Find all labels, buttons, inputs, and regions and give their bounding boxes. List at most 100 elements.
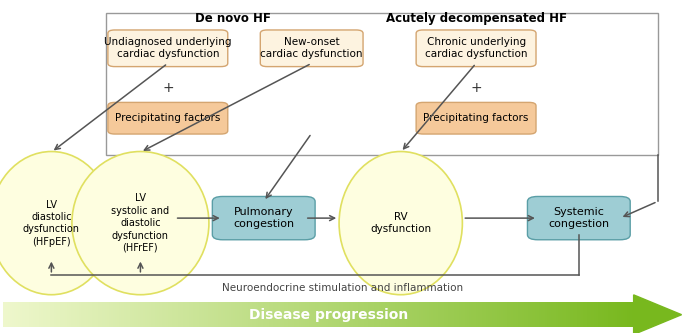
- Bar: [448, 302, 451, 327]
- Bar: [399, 302, 403, 327]
- Bar: [438, 302, 440, 327]
- Bar: [240, 302, 242, 327]
- Bar: [166, 302, 169, 327]
- Bar: [585, 302, 588, 327]
- Bar: [514, 302, 516, 327]
- Bar: [299, 302, 301, 327]
- Bar: [5, 302, 8, 327]
- Bar: [473, 302, 476, 327]
- Bar: [602, 302, 605, 327]
- Bar: [46, 302, 49, 327]
- Bar: [518, 302, 521, 327]
- Bar: [349, 302, 352, 327]
- Bar: [185, 302, 188, 327]
- Bar: [423, 302, 425, 327]
- Bar: [625, 302, 628, 327]
- Bar: [43, 302, 47, 327]
- Bar: [340, 302, 343, 327]
- Bar: [326, 302, 329, 327]
- Bar: [88, 302, 90, 327]
- Bar: [130, 302, 133, 327]
- Bar: [522, 302, 525, 327]
- Bar: [471, 302, 474, 327]
- Bar: [317, 302, 321, 327]
- Bar: [330, 302, 333, 327]
- Bar: [231, 302, 234, 327]
- Bar: [250, 302, 253, 327]
- Bar: [336, 302, 339, 327]
- Text: Undiagnosed underlying
cardiac dysfunction: Undiagnosed underlying cardiac dysfuncti…: [104, 38, 232, 59]
- Bar: [632, 302, 634, 327]
- Bar: [475, 302, 478, 327]
- Bar: [436, 302, 438, 327]
- Bar: [54, 302, 57, 327]
- FancyBboxPatch shape: [108, 103, 227, 134]
- Bar: [594, 302, 597, 327]
- Bar: [16, 302, 19, 327]
- Bar: [434, 302, 436, 327]
- Bar: [279, 302, 282, 327]
- Bar: [591, 302, 595, 327]
- Bar: [98, 302, 101, 327]
- Bar: [269, 302, 272, 327]
- Bar: [425, 302, 427, 327]
- Text: New-onset
cardiac dysfunction: New-onset cardiac dysfunction: [260, 38, 363, 59]
- Bar: [465, 302, 468, 327]
- Bar: [362, 302, 364, 327]
- Bar: [121, 302, 124, 327]
- Bar: [397, 302, 400, 327]
- Bar: [162, 302, 164, 327]
- Bar: [493, 302, 495, 327]
- Bar: [528, 302, 531, 327]
- Bar: [227, 302, 229, 327]
- Bar: [96, 302, 99, 327]
- Bar: [385, 302, 388, 327]
- Bar: [206, 302, 208, 327]
- Bar: [332, 302, 335, 327]
- Bar: [579, 302, 582, 327]
- Bar: [183, 302, 186, 327]
- Bar: [216, 302, 219, 327]
- Text: Acutely decompensated HF: Acutely decompensated HF: [386, 12, 566, 25]
- Bar: [37, 302, 40, 327]
- Bar: [142, 302, 145, 327]
- Text: +: +: [471, 81, 482, 95]
- Bar: [31, 302, 34, 327]
- Bar: [524, 302, 527, 327]
- Text: Disease progression: Disease progression: [249, 308, 408, 322]
- Bar: [432, 302, 434, 327]
- Bar: [235, 302, 238, 327]
- Bar: [499, 302, 501, 327]
- Bar: [229, 302, 232, 327]
- Bar: [334, 302, 337, 327]
- Bar: [564, 302, 567, 327]
- Bar: [84, 302, 86, 327]
- Bar: [391, 302, 394, 327]
- Bar: [338, 302, 341, 327]
- Bar: [94, 302, 97, 327]
- Bar: [587, 302, 590, 327]
- Bar: [103, 302, 105, 327]
- Bar: [178, 302, 181, 327]
- Bar: [101, 302, 103, 327]
- Bar: [23, 302, 25, 327]
- Bar: [12, 302, 14, 327]
- Bar: [309, 302, 312, 327]
- Bar: [520, 302, 523, 327]
- Bar: [583, 302, 586, 327]
- Bar: [275, 302, 278, 327]
- Bar: [71, 302, 74, 327]
- Bar: [303, 302, 306, 327]
- Bar: [395, 302, 398, 327]
- Bar: [90, 302, 92, 327]
- Bar: [201, 302, 204, 327]
- Bar: [612, 302, 615, 327]
- Bar: [176, 302, 179, 327]
- Bar: [419, 302, 421, 327]
- Bar: [151, 302, 153, 327]
- Bar: [252, 302, 255, 327]
- Bar: [256, 302, 259, 327]
- Bar: [484, 302, 487, 327]
- Bar: [627, 302, 630, 327]
- Bar: [277, 302, 280, 327]
